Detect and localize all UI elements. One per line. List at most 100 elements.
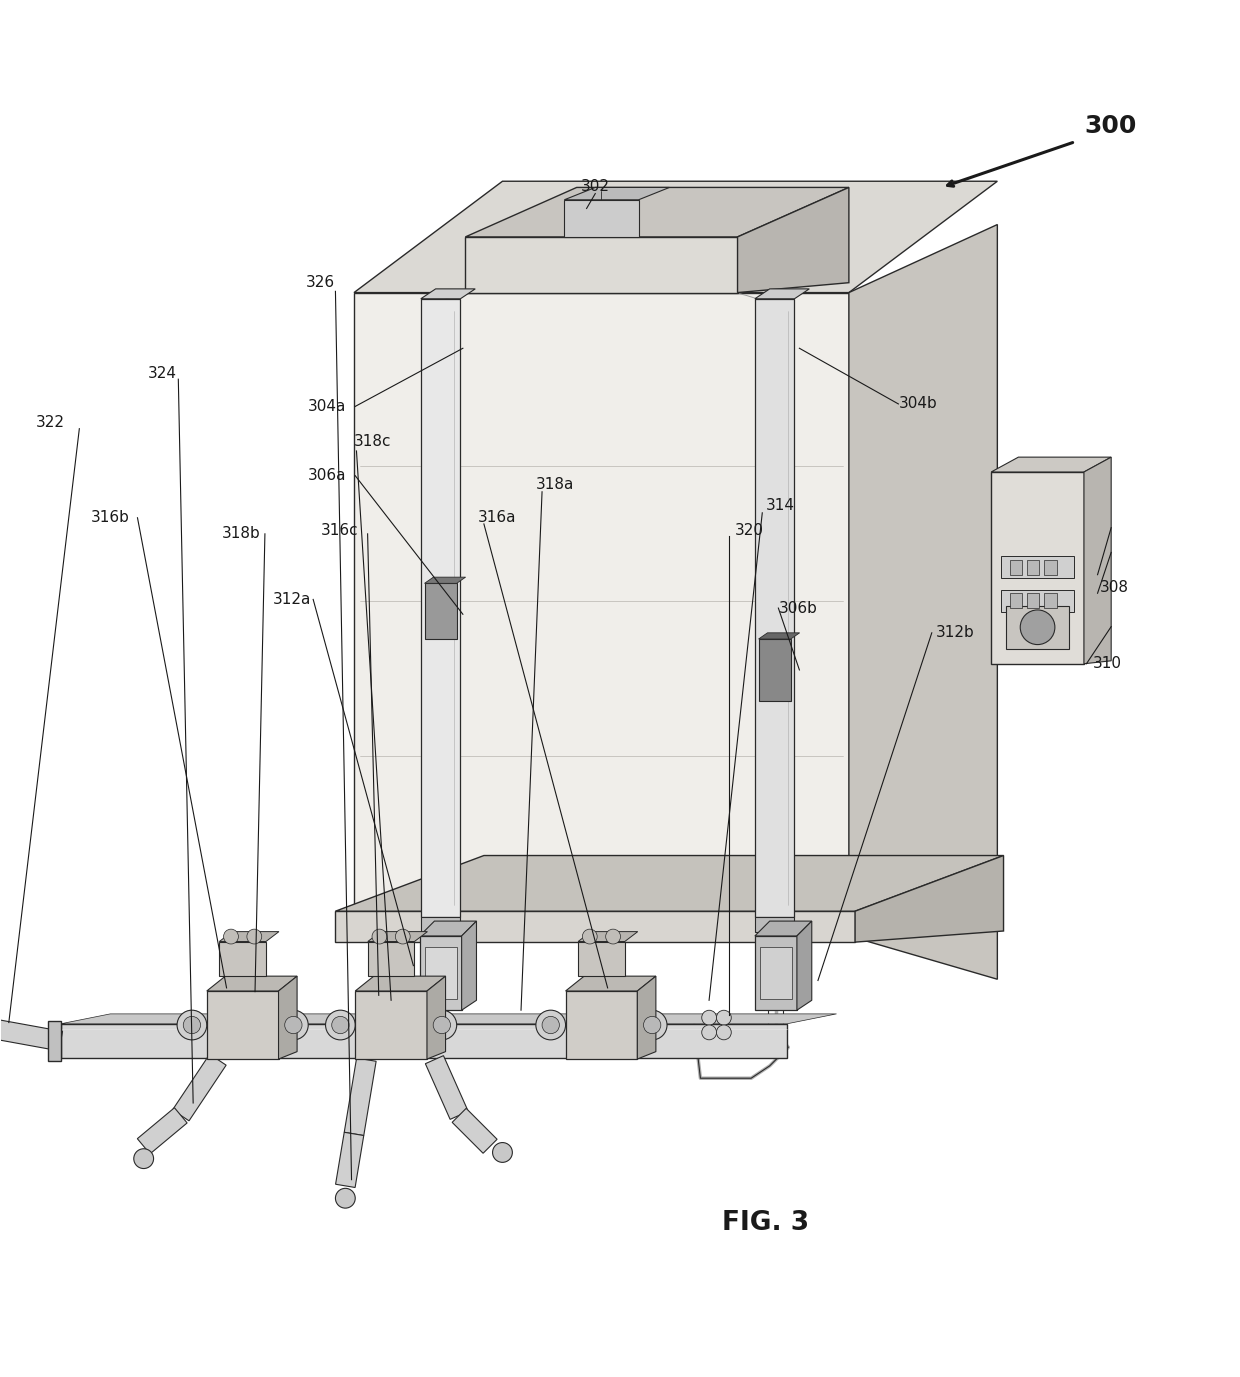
Polygon shape [1009, 593, 1022, 609]
Polygon shape [755, 299, 795, 917]
Circle shape [717, 1024, 732, 1040]
Text: 322: 322 [36, 414, 64, 430]
Circle shape [285, 1016, 303, 1034]
Polygon shape [424, 584, 456, 639]
Polygon shape [419, 921, 476, 936]
Polygon shape [991, 457, 1111, 472]
Polygon shape [61, 1013, 837, 1023]
Circle shape [336, 1188, 355, 1208]
Polygon shape [564, 187, 670, 200]
Circle shape [702, 1011, 717, 1024]
Circle shape [396, 929, 410, 945]
Circle shape [542, 1016, 559, 1034]
Circle shape [223, 929, 238, 945]
Polygon shape [355, 976, 445, 991]
Circle shape [605, 929, 620, 945]
Polygon shape [420, 917, 460, 932]
Polygon shape [336, 855, 1003, 912]
Polygon shape [453, 1108, 497, 1154]
Circle shape [134, 1148, 154, 1169]
Text: 326: 326 [306, 275, 335, 291]
Polygon shape [345, 1058, 376, 1136]
Polygon shape [637, 976, 656, 1059]
Text: FIG. 3: FIG. 3 [723, 1210, 810, 1237]
Polygon shape [48, 1022, 61, 1060]
Polygon shape [353, 182, 997, 292]
Polygon shape [427, 976, 445, 1059]
Circle shape [583, 929, 598, 945]
Polygon shape [755, 936, 797, 1011]
Polygon shape [1027, 593, 1039, 609]
Polygon shape [425, 1056, 469, 1120]
Polygon shape [207, 991, 279, 1059]
Text: 304b: 304b [898, 397, 937, 412]
Text: 312a: 312a [273, 592, 311, 607]
Polygon shape [755, 289, 810, 299]
Polygon shape [578, 942, 625, 976]
Polygon shape [219, 942, 265, 976]
Polygon shape [991, 472, 1084, 664]
Polygon shape [61, 1023, 787, 1059]
Polygon shape [465, 187, 849, 237]
Polygon shape [1084, 457, 1111, 664]
Polygon shape [138, 1107, 187, 1154]
Circle shape [427, 1011, 456, 1040]
Polygon shape [1027, 560, 1039, 574]
Polygon shape [759, 639, 791, 701]
Polygon shape [172, 1055, 226, 1121]
Circle shape [279, 1011, 309, 1040]
Circle shape [372, 929, 387, 945]
Text: 304a: 304a [309, 399, 347, 414]
Polygon shape [279, 976, 298, 1059]
Text: 300: 300 [1084, 113, 1136, 138]
Text: 318b: 318b [222, 526, 260, 541]
Text: 318c: 318c [353, 434, 392, 449]
Polygon shape [424, 577, 465, 584]
Text: 312b: 312b [935, 625, 975, 640]
Circle shape [184, 1016, 201, 1034]
Text: 306b: 306b [779, 600, 817, 616]
Circle shape [702, 1024, 717, 1040]
Polygon shape [1006, 606, 1069, 649]
Text: 314: 314 [766, 498, 795, 512]
Circle shape [536, 1011, 565, 1040]
Polygon shape [755, 917, 795, 932]
Polygon shape [797, 921, 812, 1011]
Polygon shape [219, 932, 279, 942]
Text: 324: 324 [148, 365, 176, 380]
Text: 320: 320 [735, 523, 764, 537]
Polygon shape [564, 200, 639, 237]
Polygon shape [565, 991, 637, 1059]
Text: 316a: 316a [477, 511, 516, 525]
Polygon shape [424, 947, 456, 1000]
Polygon shape [759, 633, 800, 639]
Text: 306a: 306a [309, 468, 347, 483]
Circle shape [1021, 610, 1055, 644]
Polygon shape [420, 289, 475, 299]
Circle shape [326, 1011, 355, 1040]
Polygon shape [465, 237, 738, 292]
Text: 302: 302 [580, 179, 610, 194]
Polygon shape [336, 1132, 363, 1187]
Polygon shape [1009, 560, 1022, 574]
Polygon shape [578, 932, 637, 942]
Circle shape [332, 1016, 348, 1034]
Polygon shape [461, 921, 476, 1011]
Circle shape [637, 1011, 667, 1040]
Polygon shape [760, 947, 792, 1000]
Polygon shape [856, 855, 1003, 942]
Text: 318a: 318a [536, 476, 574, 492]
Text: 310: 310 [1092, 657, 1122, 671]
Polygon shape [1044, 560, 1056, 574]
Polygon shape [0, 1019, 62, 1051]
Polygon shape [565, 976, 656, 991]
Circle shape [247, 929, 262, 945]
Circle shape [177, 1011, 207, 1040]
Polygon shape [207, 976, 298, 991]
Polygon shape [755, 921, 812, 936]
Polygon shape [738, 187, 849, 292]
Polygon shape [353, 292, 849, 936]
Text: 316b: 316b [91, 511, 129, 525]
Polygon shape [419, 936, 461, 1011]
Polygon shape [368, 942, 414, 976]
